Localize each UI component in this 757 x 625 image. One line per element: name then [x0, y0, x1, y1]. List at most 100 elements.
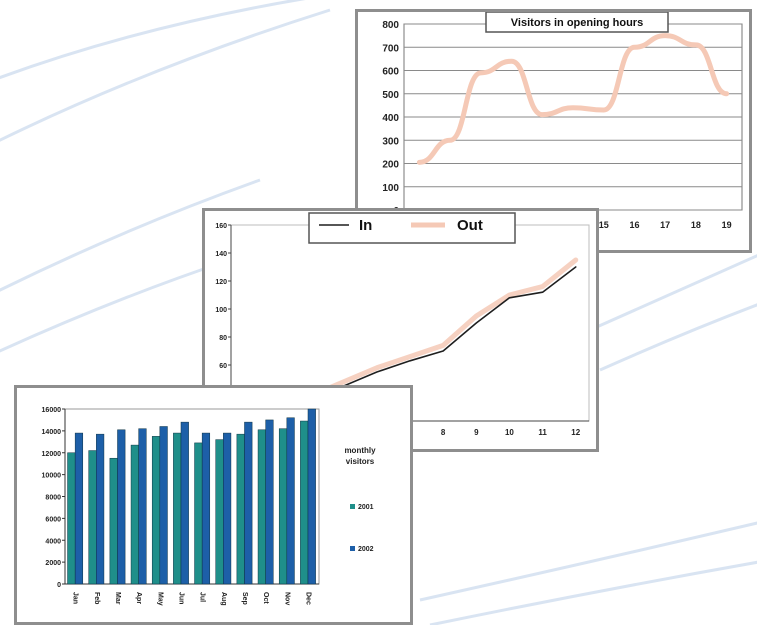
- x-tick-label: 16: [629, 220, 639, 230]
- y-tick-label: 16000: [42, 407, 62, 414]
- data-point: [417, 160, 421, 164]
- data-point: [479, 71, 483, 75]
- y-tick-label: 100: [382, 183, 399, 194]
- y-tick-label: 200: [382, 160, 399, 171]
- y-tick-label: 100: [215, 307, 227, 314]
- bar-2002: [286, 417, 295, 585]
- bar-2001: [278, 428, 288, 585]
- legend-label-in: In: [359, 217, 372, 234]
- x-tick-label: Dec: [304, 592, 311, 605]
- chart-title: Visitors in opening hours: [511, 17, 643, 29]
- y-tick-label: 160: [215, 223, 227, 230]
- x-tick-label: 15: [599, 220, 609, 230]
- bar-2001: [109, 457, 118, 585]
- monthly-chart-panel: 0 2000 4000 6000 8000 10000 12000 14000 16000 Jan…: [14, 385, 413, 625]
- bar-2002: [117, 429, 126, 585]
- x-tick-label: 19: [722, 220, 732, 230]
- x-tick-label: Jul: [199, 592, 206, 602]
- bar-2002: [265, 419, 274, 585]
- x-tick-label: Apr: [135, 592, 142, 604]
- y-tick-label: 12000: [42, 451, 62, 458]
- data-point: [663, 34, 667, 38]
- bar-2001: [215, 439, 224, 585]
- y-tick-label: 300: [382, 136, 399, 147]
- x-tick-label: Jun: [177, 592, 184, 604]
- x-tick-label: 8: [441, 428, 446, 437]
- legend-box: [308, 212, 516, 244]
- bar-2002: [223, 432, 232, 585]
- y-tick-label: 10000: [42, 473, 62, 480]
- background-stripe: [0, 0, 306, 80]
- legend-label-out: Out: [457, 217, 483, 234]
- bar-2002: [244, 421, 253, 585]
- x-tick-label: Feb: [93, 592, 100, 604]
- x-tick-label: Aug: [220, 592, 227, 606]
- bar-2001: [151, 436, 161, 585]
- background-stripe: [419, 521, 757, 602]
- x-tick-label: Nov: [283, 592, 290, 605]
- background-stripe: [599, 303, 757, 372]
- y-tick-label: 60: [219, 363, 227, 370]
- bar-2001: [130, 444, 139, 585]
- legend-label-2002: 2002: [358, 546, 374, 553]
- bar-2001: [236, 433, 245, 585]
- data-point: [632, 45, 636, 49]
- x-tick-label: May: [156, 592, 163, 606]
- chart-title-line1: monthly: [344, 446, 376, 455]
- bar-2001: [173, 432, 182, 585]
- y-tick-label: 600: [382, 67, 399, 78]
- x-tick-label: 9: [474, 428, 479, 437]
- bar-2001: [257, 429, 266, 585]
- y-tick-label: 140: [215, 251, 227, 258]
- y-tick-label: 700: [382, 43, 399, 54]
- bar-2001: [194, 442, 203, 585]
- legend-swatch-2001: [350, 504, 355, 509]
- y-tick-label: 2000: [45, 560, 61, 567]
- chart-title-line2: visitors: [346, 457, 375, 466]
- bar-2002: [96, 433, 105, 585]
- background-stripe: [0, 8, 331, 142]
- bar-2002: [201, 432, 211, 585]
- y-tick-label: 8000: [45, 495, 61, 502]
- bar-2001: [300, 420, 309, 585]
- y-tick-label: 80: [219, 335, 227, 342]
- bar-2002: [138, 428, 147, 585]
- y-tick-label: 800: [382, 20, 399, 31]
- legend-label-2001: 2001: [358, 504, 374, 511]
- y-tick-label: 14000: [42, 429, 62, 436]
- x-tick-label: 10: [505, 428, 514, 437]
- plot-area: [64, 408, 320, 585]
- data-point: [448, 138, 452, 142]
- data-point: [602, 108, 606, 112]
- bar-2002: [159, 426, 168, 585]
- y-tick-label: 500: [382, 90, 399, 101]
- x-tick-label: Mar: [114, 592, 121, 605]
- x-tick-label: Oct: [262, 592, 269, 604]
- data-point: [725, 92, 729, 96]
- bar-2001: [88, 450, 97, 585]
- bar-2002: [307, 408, 316, 585]
- chart-title-box: [485, 12, 669, 33]
- visitors-line-chart: 01002003004005006007008001516171819Visit…: [382, 12, 743, 230]
- x-tick-label: 17: [660, 220, 670, 230]
- y-tick-label: 400: [382, 113, 399, 124]
- y-tick-label: 4000: [45, 538, 61, 545]
- y-tick-label: 6000: [45, 516, 61, 523]
- data-point: [694, 43, 698, 47]
- x-tick-label: 12: [571, 428, 580, 437]
- data-point: [571, 106, 575, 110]
- background-stripe: [0, 178, 261, 292]
- x-tick-label: 11: [538, 428, 547, 437]
- y-tick-label: 0: [57, 582, 61, 589]
- x-tick-label: 18: [691, 220, 701, 230]
- x-tick-label: Sep: [241, 592, 248, 605]
- monthly-bar-chart: 0 2000 4000 6000 8000 10000 12000 14000 16000 Jan…: [42, 407, 377, 606]
- bar-2001: [67, 452, 76, 585]
- data-point: [510, 59, 514, 63]
- x-tick-label: Jan: [72, 592, 79, 604]
- y-tick-label: 120: [215, 279, 227, 286]
- bar-2002: [180, 421, 189, 585]
- background-stripe: [429, 560, 757, 625]
- background-stripe: [589, 254, 757, 332]
